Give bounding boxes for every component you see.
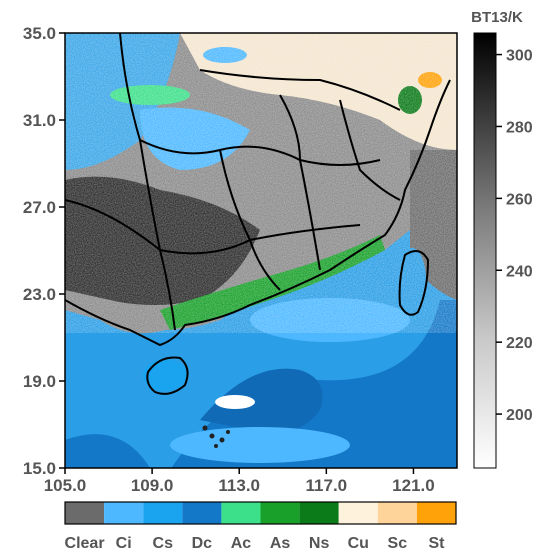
hainan-outline	[146, 356, 189, 395]
legend-label-sc: Sc	[388, 535, 408, 552]
legend-swatch-clear	[65, 502, 105, 524]
legend-label-ac: Ac	[231, 535, 252, 552]
legend-label-as: As	[270, 535, 291, 552]
colorbar-ticks: 200 220 240 260 280 300	[496, 48, 533, 424]
legend-swatch-st	[416, 502, 456, 524]
legend-label-ns: Ns	[309, 535, 330, 552]
province-boundary	[279, 94, 301, 161]
legend-swatch-cu	[338, 502, 378, 524]
lon-tick-label: 113.0	[218, 476, 260, 495]
legend-swatch-ns	[299, 502, 339, 524]
lon-tick-label: 109.0	[131, 476, 174, 495]
colorbar-tick-label: 280	[506, 119, 533, 136]
legend-swatch-ac	[221, 502, 261, 524]
lon-tick-label: 117.0	[306, 476, 348, 495]
province-boundary	[299, 159, 321, 271]
white-cold-cloud	[215, 395, 255, 409]
map-frame	[64, 32, 458, 469]
colorbar-tick-label: 200	[506, 407, 533, 424]
typhoon-inner-band	[200, 368, 323, 433]
lat-tick-label: 27.0	[23, 198, 56, 217]
province-boundary	[339, 99, 401, 201]
dark-cloud-dots	[202, 425, 230, 448]
boundary-lines	[65, 33, 451, 395]
longitude-axis: 105.0 109.0 113.0 117.0 121.0	[44, 468, 435, 495]
legend-swatch-as	[260, 502, 300, 524]
latitude-axis: 15.0 19.0 23.0 27.0 31.0 35.0	[23, 24, 65, 478]
colorbar-tick-label: 300	[506, 48, 533, 65]
legend-label-st: St	[428, 535, 445, 552]
speckle-texture	[65, 33, 457, 333]
legend-label-dc: Dc	[192, 535, 213, 552]
lat-tick-label: 15.0	[23, 459, 56, 478]
hainan-cloud	[143, 359, 187, 391]
legend-swatch-dc	[182, 502, 222, 524]
province-boundary	[65, 199, 361, 255]
legend-frame	[64, 501, 457, 525]
coastline	[65, 79, 451, 347]
colorbar-tick-label: 240	[506, 263, 533, 280]
lat-tick-label: 19.0	[23, 372, 56, 391]
cloud-type-legend: Clear Ci Cs Dc Ac As Ns Cu Sc St	[64, 501, 457, 552]
taiwan-outline	[398, 250, 430, 316]
legend-swatch-sc	[377, 502, 417, 524]
lon-tick-label: 105.0	[44, 476, 87, 495]
colorbar-gradient	[473, 32, 497, 469]
lon-tick-label: 121.0	[392, 476, 435, 495]
colorbar-tick-label: 220	[506, 335, 533, 352]
cirrus-patch-south	[170, 427, 350, 463]
legend-label-cs: Cs	[153, 535, 174, 552]
lat-tick-label: 35.0	[23, 24, 56, 43]
legend-label-clear: Clear	[65, 535, 105, 552]
lat-tick-label: 31.0	[23, 111, 56, 130]
legend-swatch-cs	[143, 502, 183, 524]
legend-swatch-ci	[104, 502, 144, 524]
lat-tick-label: 23.0	[23, 285, 56, 304]
colorbar-tick-label: 260	[506, 191, 533, 208]
outer-band	[65, 434, 150, 468]
colorbar-title: BT13/K	[471, 9, 523, 26]
cloud-type-map	[65, 33, 457, 468]
province-boundary	[199, 69, 401, 111]
legend-label-cu: Cu	[348, 535, 369, 552]
legend-label-ci: Ci	[116, 535, 132, 552]
brightness-temperature-colorbar: BT13/K 200 220 240 260 280 300	[471, 9, 533, 469]
